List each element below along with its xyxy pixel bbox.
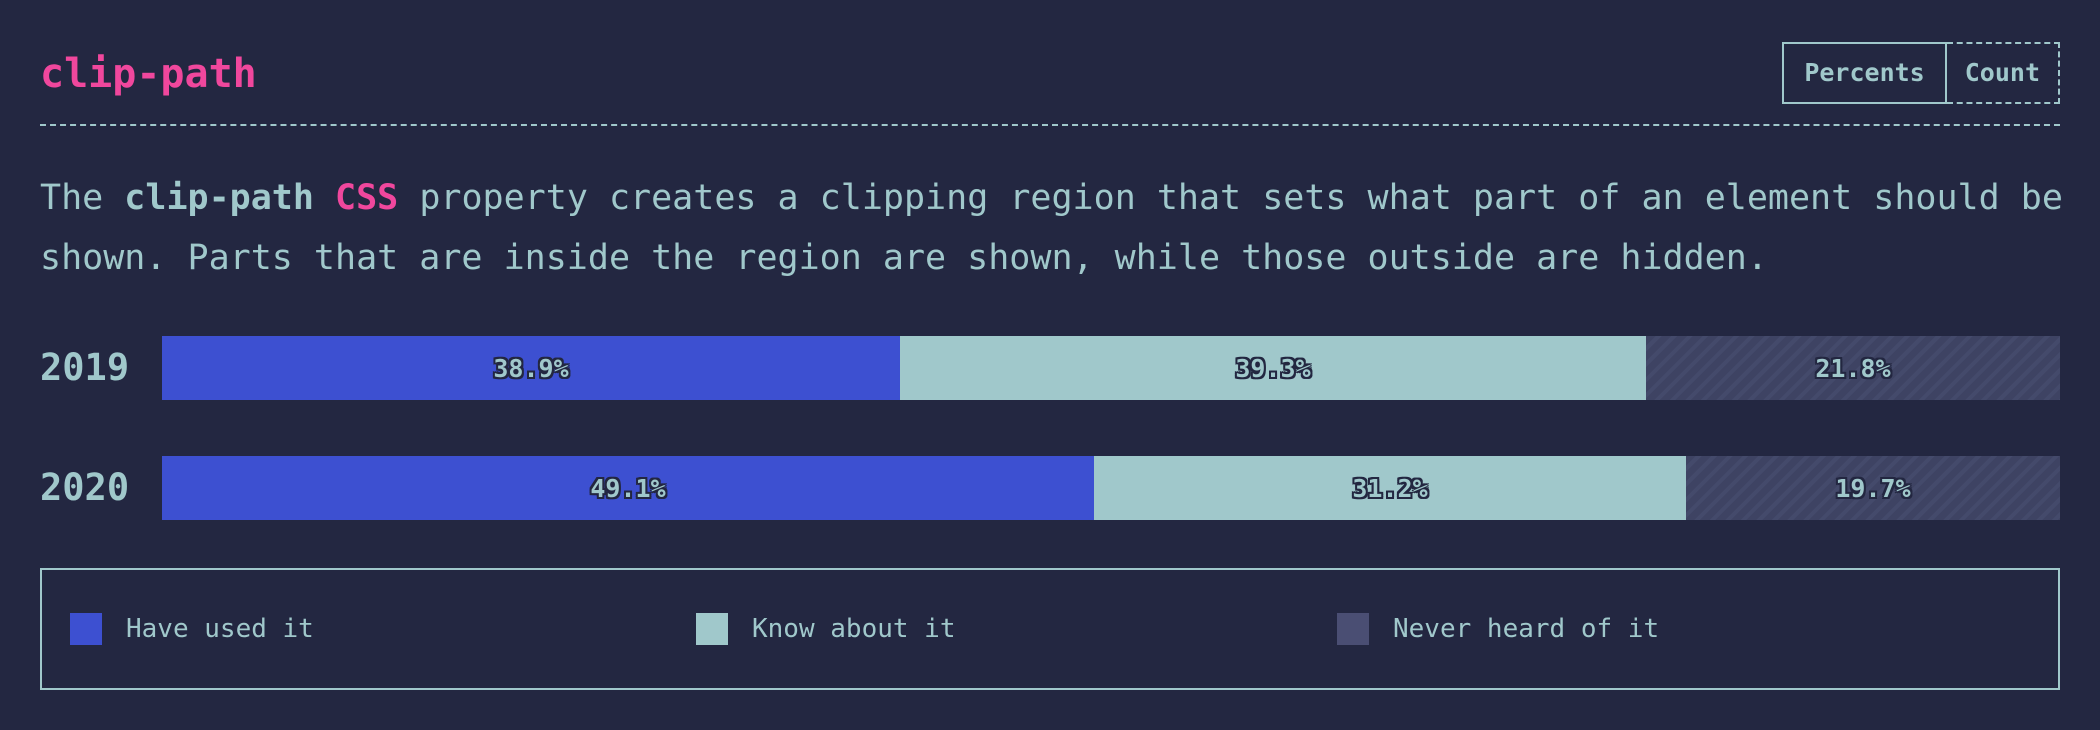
bar-row: 2020 49.1% 31.2% 19.7% xyxy=(40,456,2060,520)
legend-item[interactable]: Never heard of it xyxy=(1337,570,1659,688)
unit-toggle: Percents Count xyxy=(1782,42,2060,104)
data-label: 19.7% xyxy=(1835,473,1911,503)
css-tag: CSS xyxy=(335,178,399,218)
bar-segment[interactable]: 21.8% xyxy=(1646,336,2060,400)
row-label: 2020 xyxy=(40,466,130,509)
stacked-bar-chart: 2019 38.9% 39.3% 21.8% 2020 49.1% 31.2% 19.7% xyxy=(40,336,2060,520)
bar-segment[interactable]: 31.2% xyxy=(1094,456,1686,520)
row-label: 2019 xyxy=(40,346,130,389)
data-label: 31.2% xyxy=(1352,473,1428,503)
bar-segment[interactable]: 39.3% xyxy=(900,336,1646,400)
legend-swatch xyxy=(70,613,102,645)
data-label: 38.9% xyxy=(493,353,569,383)
legend-swatch xyxy=(1337,613,1369,645)
data-label: 39.3% xyxy=(1235,353,1311,383)
legend-item[interactable]: Know about it xyxy=(696,570,956,688)
bar-segment[interactable]: 49.1% xyxy=(162,456,1094,520)
bar-row: 2019 38.9% 39.3% 21.8% xyxy=(40,336,2060,400)
description-prefix: The xyxy=(40,178,125,218)
legend-label: Know about it xyxy=(752,614,956,644)
data-label: 21.8% xyxy=(1815,353,1891,383)
description-space xyxy=(314,178,335,218)
legend-swatch xyxy=(696,613,728,645)
bar-segment[interactable]: 38.9% xyxy=(162,336,900,400)
count-button[interactable]: Count xyxy=(1946,42,2060,104)
chart-header: clip-path Percents Count xyxy=(40,40,2060,126)
stacked-bar: 38.9% 39.3% 21.8% xyxy=(162,336,2060,400)
description-text: property creates a clipping region that … xyxy=(40,178,2063,278)
bar-segment[interactable]: 19.7% xyxy=(1686,456,2060,520)
property-name: clip-path xyxy=(124,178,314,218)
legend-item[interactable]: Have used it xyxy=(70,570,314,688)
chart-legend: Have used it Know about it Never heard of … xyxy=(40,568,2060,690)
feature-description: The clip-path CSS property creates a cli… xyxy=(40,168,2070,288)
legend-label: Have used it xyxy=(126,614,314,644)
page-title: clip-path xyxy=(40,51,257,97)
percents-button[interactable]: Percents xyxy=(1782,42,1947,104)
data-label: 49.1% xyxy=(590,473,666,503)
legend-label: Never heard of it xyxy=(1393,614,1660,644)
stacked-bar: 49.1% 31.2% 19.7% xyxy=(162,456,2060,520)
